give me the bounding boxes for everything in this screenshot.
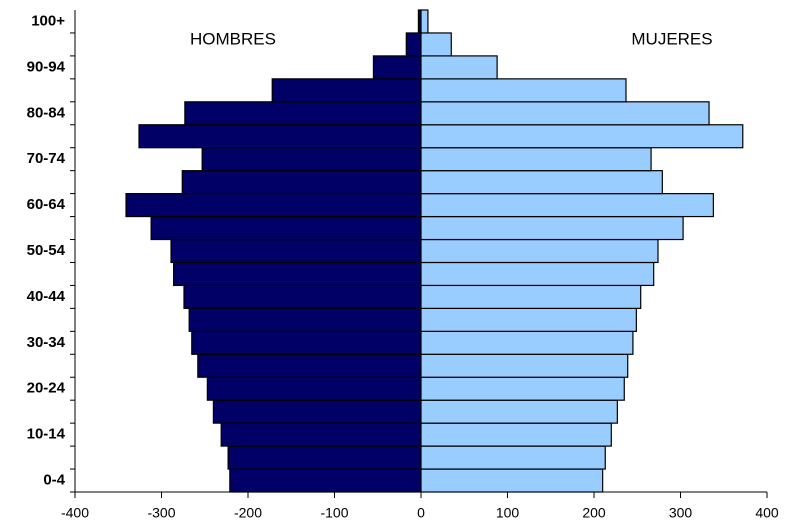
bar (420, 55, 498, 80)
bar (271, 78, 422, 103)
bar (420, 101, 710, 126)
bar (420, 422, 612, 447)
y-tick-label: 40-44 (27, 288, 66, 305)
bar (212, 399, 422, 424)
x-tick-label: 0 (417, 505, 425, 521)
bar (420, 261, 655, 287)
x-tick-label: 400 (755, 505, 779, 521)
x-tick-label: -400 (61, 505, 89, 521)
bar (150, 215, 422, 241)
bar (188, 307, 422, 332)
y-tick-label: 50-54 (27, 242, 66, 259)
bar (420, 238, 659, 264)
y-tick-label: 100+ (31, 12, 65, 29)
x-tick-label: 100 (496, 505, 520, 521)
bar (191, 330, 422, 355)
bar (229, 468, 422, 493)
bar (420, 32, 452, 57)
y-tick-label: 20-24 (27, 380, 66, 397)
y-tick-label: 0-4 (43, 471, 65, 488)
bar (173, 261, 422, 287)
bar (197, 353, 422, 378)
x-tick-label: -300 (147, 505, 175, 521)
bar (420, 124, 744, 149)
men-label: HOMBRES (190, 29, 276, 48)
bar (420, 147, 652, 172)
bar (405, 32, 422, 57)
bar (420, 399, 618, 424)
y-tick-label: 10-14 (27, 426, 66, 443)
y-tick-label: 80-84 (27, 104, 66, 121)
x-tick-label: -200 (234, 505, 262, 521)
bar (420, 215, 684, 241)
bar (420, 468, 604, 493)
bar (183, 284, 422, 309)
bar (420, 445, 606, 470)
bar (170, 238, 422, 264)
bar (420, 353, 629, 378)
bar (372, 55, 422, 80)
x-tick-label: 200 (582, 505, 606, 521)
y-tick-label: 70-74 (27, 150, 66, 167)
y-tick-label: 90-94 (27, 58, 66, 75)
bar (220, 422, 422, 447)
bar (227, 445, 422, 470)
x-tick-label: 300 (669, 505, 693, 521)
bar (206, 376, 422, 401)
bar (420, 9, 429, 34)
y-tick-label: 30-34 (27, 334, 66, 351)
bar (420, 284, 642, 309)
women-label: MUJERES (631, 29, 712, 48)
bar (420, 307, 637, 332)
bar (125, 193, 422, 218)
bar (138, 124, 422, 149)
bar (420, 193, 714, 218)
bar (420, 170, 663, 195)
y-tick-label: 60-64 (27, 196, 66, 213)
bar (181, 170, 422, 195)
bar (420, 376, 625, 401)
x-tick-label: -100 (320, 505, 348, 521)
bar (420, 330, 634, 355)
bar (420, 78, 627, 103)
bar (201, 147, 422, 172)
bar (184, 101, 422, 126)
